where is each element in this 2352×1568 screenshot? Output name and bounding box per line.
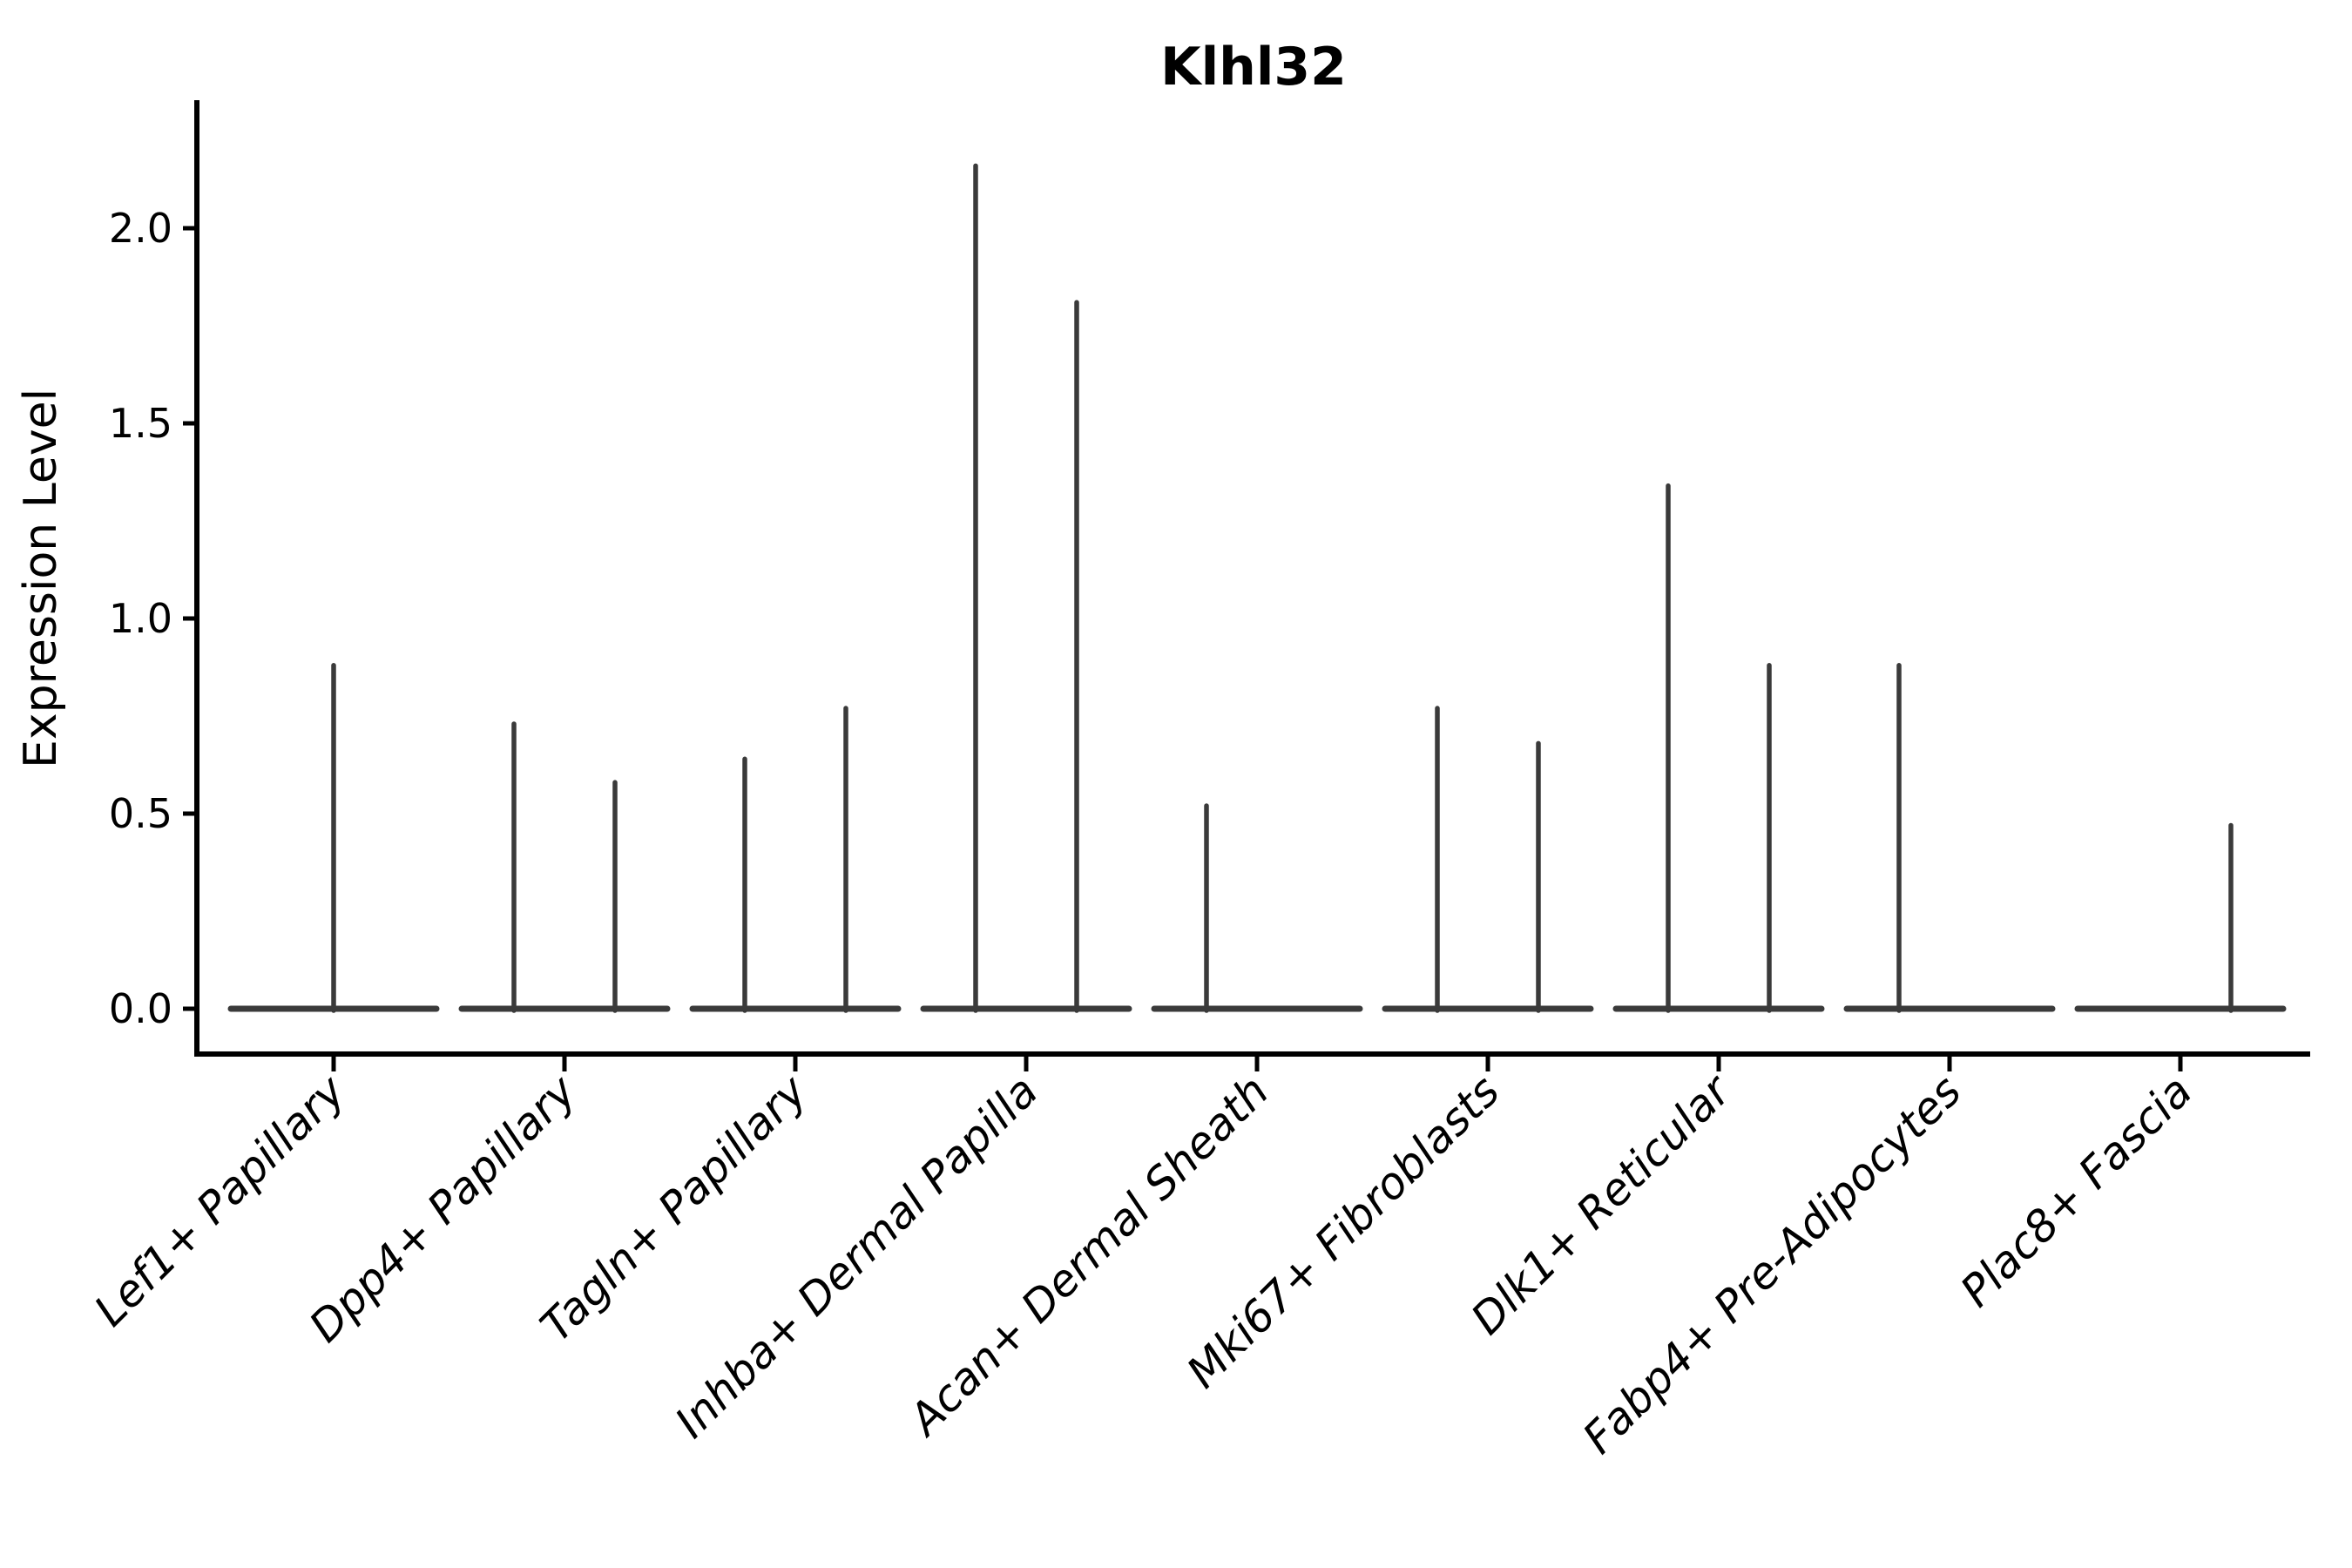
y-tick-label: 1.5	[109, 400, 172, 447]
violin	[689, 706, 902, 1013]
violin	[458, 721, 671, 1013]
violin	[1382, 706, 1594, 1013]
violin	[2074, 822, 2287, 1013]
y-tick-label: 0.0	[109, 985, 172, 1032]
x-tick-label: Lef1+ Papillary	[84, 1064, 355, 1335]
violin	[920, 163, 1132, 1013]
x-tick-label: Fabp4+ Pre-Adipocytes	[1573, 1065, 1971, 1463]
y-axis-label: Expression Level	[15, 389, 67, 768]
y-tick-label: 2.0	[109, 205, 172, 252]
violin	[1612, 483, 1825, 1013]
y-tick-label: 0.5	[109, 790, 172, 837]
x-tick-label: Plac8+ Fascia	[1951, 1065, 2202, 1316]
y-ticks: 0.0 0.5 1.0 1.5 2.0	[109, 205, 197, 1032]
y-tick-label: 1.0	[109, 595, 172, 642]
chart-title: Klhl32	[1160, 37, 1347, 98]
violin	[227, 663, 440, 1013]
violins	[227, 163, 2287, 1013]
violin	[1843, 663, 2056, 1013]
violin	[1151, 803, 1363, 1013]
